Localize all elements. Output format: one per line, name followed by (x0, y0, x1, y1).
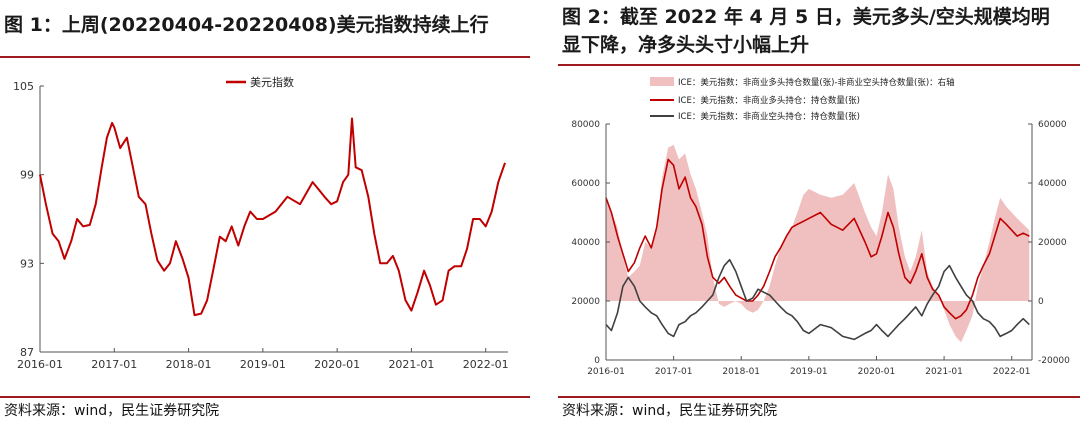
figure-2-top-rule (558, 64, 1080, 66)
figure-1-panel: 图 1：上周(20220404-20220408)美元指数持续上行 87 93 99… (0, 0, 530, 423)
figure-2-title-line-1: 图 2：截至 2022 年 4 月 5 日，美元多头/空头规模均明 (562, 6, 1050, 28)
figure-2-title-line-2: 显下降，净多头头寸小幅上升 (562, 34, 810, 56)
figure-1-top-rule (0, 56, 530, 58)
right-y-tick-label-1: 0 (1038, 297, 1044, 307)
x-tick-label-5: 2021-01 (925, 367, 963, 377)
figure-2-source: 资料来源：wind，民生证券研究院 (562, 403, 778, 419)
series-area-net-position (606, 144, 1030, 343)
x-tick-label-0: 2016-01 (587, 367, 625, 377)
legend-label-dollar-index: 美元指数 (250, 75, 294, 89)
right-y-tick-label-2: 20000 (1038, 238, 1067, 248)
x-tick-label-4: 2020-01 (314, 358, 360, 371)
y-tick-label-0: 87 (20, 346, 34, 359)
right-y-tick-label-0: -20000 (1038, 356, 1070, 366)
figure-1-bottom-rule (0, 396, 530, 398)
left-y-tick-label-3: 60000 (571, 179, 600, 189)
x-tick-label-1: 2017-01 (655, 367, 693, 377)
series-line-long-positions (605, 158, 1030, 320)
right-y-tick-label-3: 40000 (1038, 179, 1067, 189)
legend-label-short-positions: ICE：美元指数：非商业空头持仓：持仓数量(张) (678, 111, 860, 122)
x-tick-label-0: 2016-01 (17, 358, 63, 371)
y-tick-label-1: 93 (20, 257, 34, 270)
series-line-dollar-index (39, 117, 506, 317)
x-tick-label-6: 2022-01 (463, 358, 509, 371)
figure-1-source: 资料来源：wind，民生证券研究院 (4, 403, 220, 419)
figure-2-bottom-rule (558, 396, 1080, 398)
series-line-short-positions (605, 258, 1030, 341)
x-tick-label-6: 2022-01 (993, 367, 1031, 377)
left-y-tick-label-1: 20000 (571, 297, 600, 307)
left-y-tick-label-4: 80000 (571, 120, 600, 130)
figure-2-panel: 图 2：截至 2022 年 4 月 5 日，美元多头/空头规模均明 显下降，净多… (558, 0, 1080, 423)
x-tick-label-2: 2018-01 (722, 367, 760, 377)
figure-1-title: 图 1：上周(20220404-20220408)美元指数持续上行 (4, 14, 489, 36)
x-tick-label-3: 2019-01 (240, 358, 286, 371)
x-tick-label-1: 2017-01 (91, 358, 137, 371)
left-y-tick-label-0: 0 (594, 356, 600, 366)
left-y-tick-label-2: 40000 (571, 238, 600, 248)
right-y-tick-label-4: 60000 (1038, 120, 1067, 130)
x-tick-label-2: 2018-01 (166, 358, 212, 371)
legend-label-long-positions: ICE：美元指数：非商业多头持仓：持仓数量(张) (678, 95, 860, 106)
legend-swatch-net-position (650, 77, 674, 86)
x-tick-label-4: 2020-01 (858, 367, 896, 377)
figure-1-chart: 87 93 99 105 2016-01 2017-01 2018-01 2019-01 202… (13, 75, 509, 371)
x-tick-label-5: 2021-01 (388, 358, 434, 371)
x-tick-label-3: 2019-01 (790, 367, 828, 377)
y-tick-label-3: 105 (13, 80, 34, 93)
legend-label-net-position: ICE：美元指数：非商业多头持仓数量(张)-非商业空头持仓数量(张)：右轴 (678, 77, 955, 88)
figure-2-chart: 0 20000 40000 60000 80000 -20000 0 20000 40000 60… (571, 77, 1070, 377)
y-tick-label-2: 99 (20, 169, 34, 182)
